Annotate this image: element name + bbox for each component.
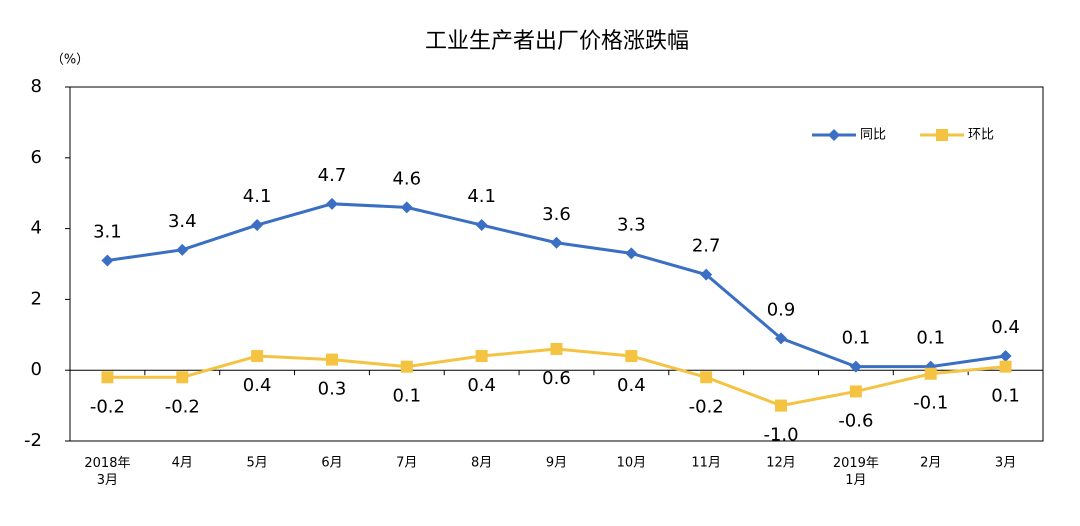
data-point	[251, 350, 264, 363]
data-label: -0.2	[165, 396, 200, 417]
data-point	[625, 350, 638, 363]
y-axis-label: （%）	[51, 53, 89, 68]
data-label: -0.2	[689, 396, 724, 417]
data-label: 0.1	[991, 386, 1020, 407]
data-point	[475, 219, 488, 232]
data-point	[775, 332, 788, 345]
data-label: -0.1	[913, 393, 948, 414]
data-point	[550, 342, 563, 355]
data-label: 4.1	[467, 186, 496, 207]
x-tick-label: 5月	[246, 456, 267, 471]
data-point	[775, 399, 788, 412]
data-point	[700, 371, 713, 384]
x-tick-label: 6月	[321, 456, 342, 471]
data-label: -0.2	[90, 396, 125, 417]
y-tick-label: 8	[31, 76, 42, 97]
data-label: 0.6	[542, 368, 571, 389]
data-point	[325, 197, 338, 210]
x-tick-label: 10月	[617, 456, 647, 471]
data-point	[101, 371, 114, 384]
x-tick-label: 2018年 3月	[84, 456, 130, 488]
y-tick-label: 4	[31, 218, 42, 239]
y-tick-label: 0	[31, 359, 42, 380]
x-tick-label: 8月	[471, 456, 492, 471]
data-label: 0.3	[318, 379, 347, 400]
data-label: 2.7	[692, 236, 721, 257]
data-label: 0.4	[243, 375, 272, 396]
x-tick-label: 9月	[546, 456, 567, 471]
data-point	[849, 385, 862, 398]
x-tick-label: 12月	[766, 456, 796, 471]
data-point	[475, 350, 488, 363]
data-label: 4.7	[318, 165, 347, 186]
data-label: 0.1	[842, 328, 871, 349]
data-label: 0.1	[916, 328, 945, 349]
y-tick-label: 2	[31, 288, 42, 309]
data-point	[325, 353, 338, 366]
data-label: -0.6	[838, 410, 873, 431]
data-point	[176, 243, 189, 256]
data-label: 0.4	[991, 317, 1020, 338]
data-label: 4.1	[243, 186, 272, 207]
data-point	[400, 360, 413, 373]
data-point	[101, 254, 114, 267]
data-label: 4.6	[392, 168, 421, 189]
legend-marker	[828, 129, 840, 141]
y-tick-label: -2	[24, 430, 42, 451]
legend-label: 环比	[968, 128, 994, 143]
data-point	[176, 371, 189, 384]
x-tick-label: 3月	[995, 456, 1016, 471]
legend-label: 同比	[860, 128, 886, 143]
chart-title: 工业生产者出厂价格涨跌幅	[425, 29, 689, 54]
data-label: 0.4	[467, 375, 496, 396]
data-label: 3.6	[542, 204, 571, 225]
x-tick-label: 7月	[396, 456, 417, 471]
x-tick-label: 11月	[691, 456, 721, 471]
x-tick-label: 4月	[172, 456, 193, 471]
data-label: 3.1	[93, 221, 122, 242]
data-label: 0.9	[767, 299, 796, 320]
data-point	[251, 219, 264, 232]
data-point	[400, 201, 413, 214]
x-tick-label: 2月	[920, 456, 941, 471]
data-point	[550, 236, 563, 249]
x-tick-label: 2019年 1月	[833, 456, 879, 488]
data-label: -1.0	[763, 425, 798, 446]
data-point	[849, 360, 862, 373]
y-tick-label: 6	[31, 147, 42, 168]
legend-marker	[936, 129, 948, 141]
plot-frame	[69, 86, 1044, 442]
series-line	[107, 202, 1006, 369]
data-point	[924, 367, 937, 380]
data-point	[700, 268, 713, 281]
data-point	[999, 350, 1012, 363]
data-label: 0.1	[392, 386, 421, 407]
data-label: 0.4	[617, 375, 646, 396]
data-label: 3.4	[168, 211, 197, 232]
data-point	[625, 247, 638, 260]
data-point	[999, 360, 1012, 373]
data-label: 3.3	[617, 214, 646, 235]
